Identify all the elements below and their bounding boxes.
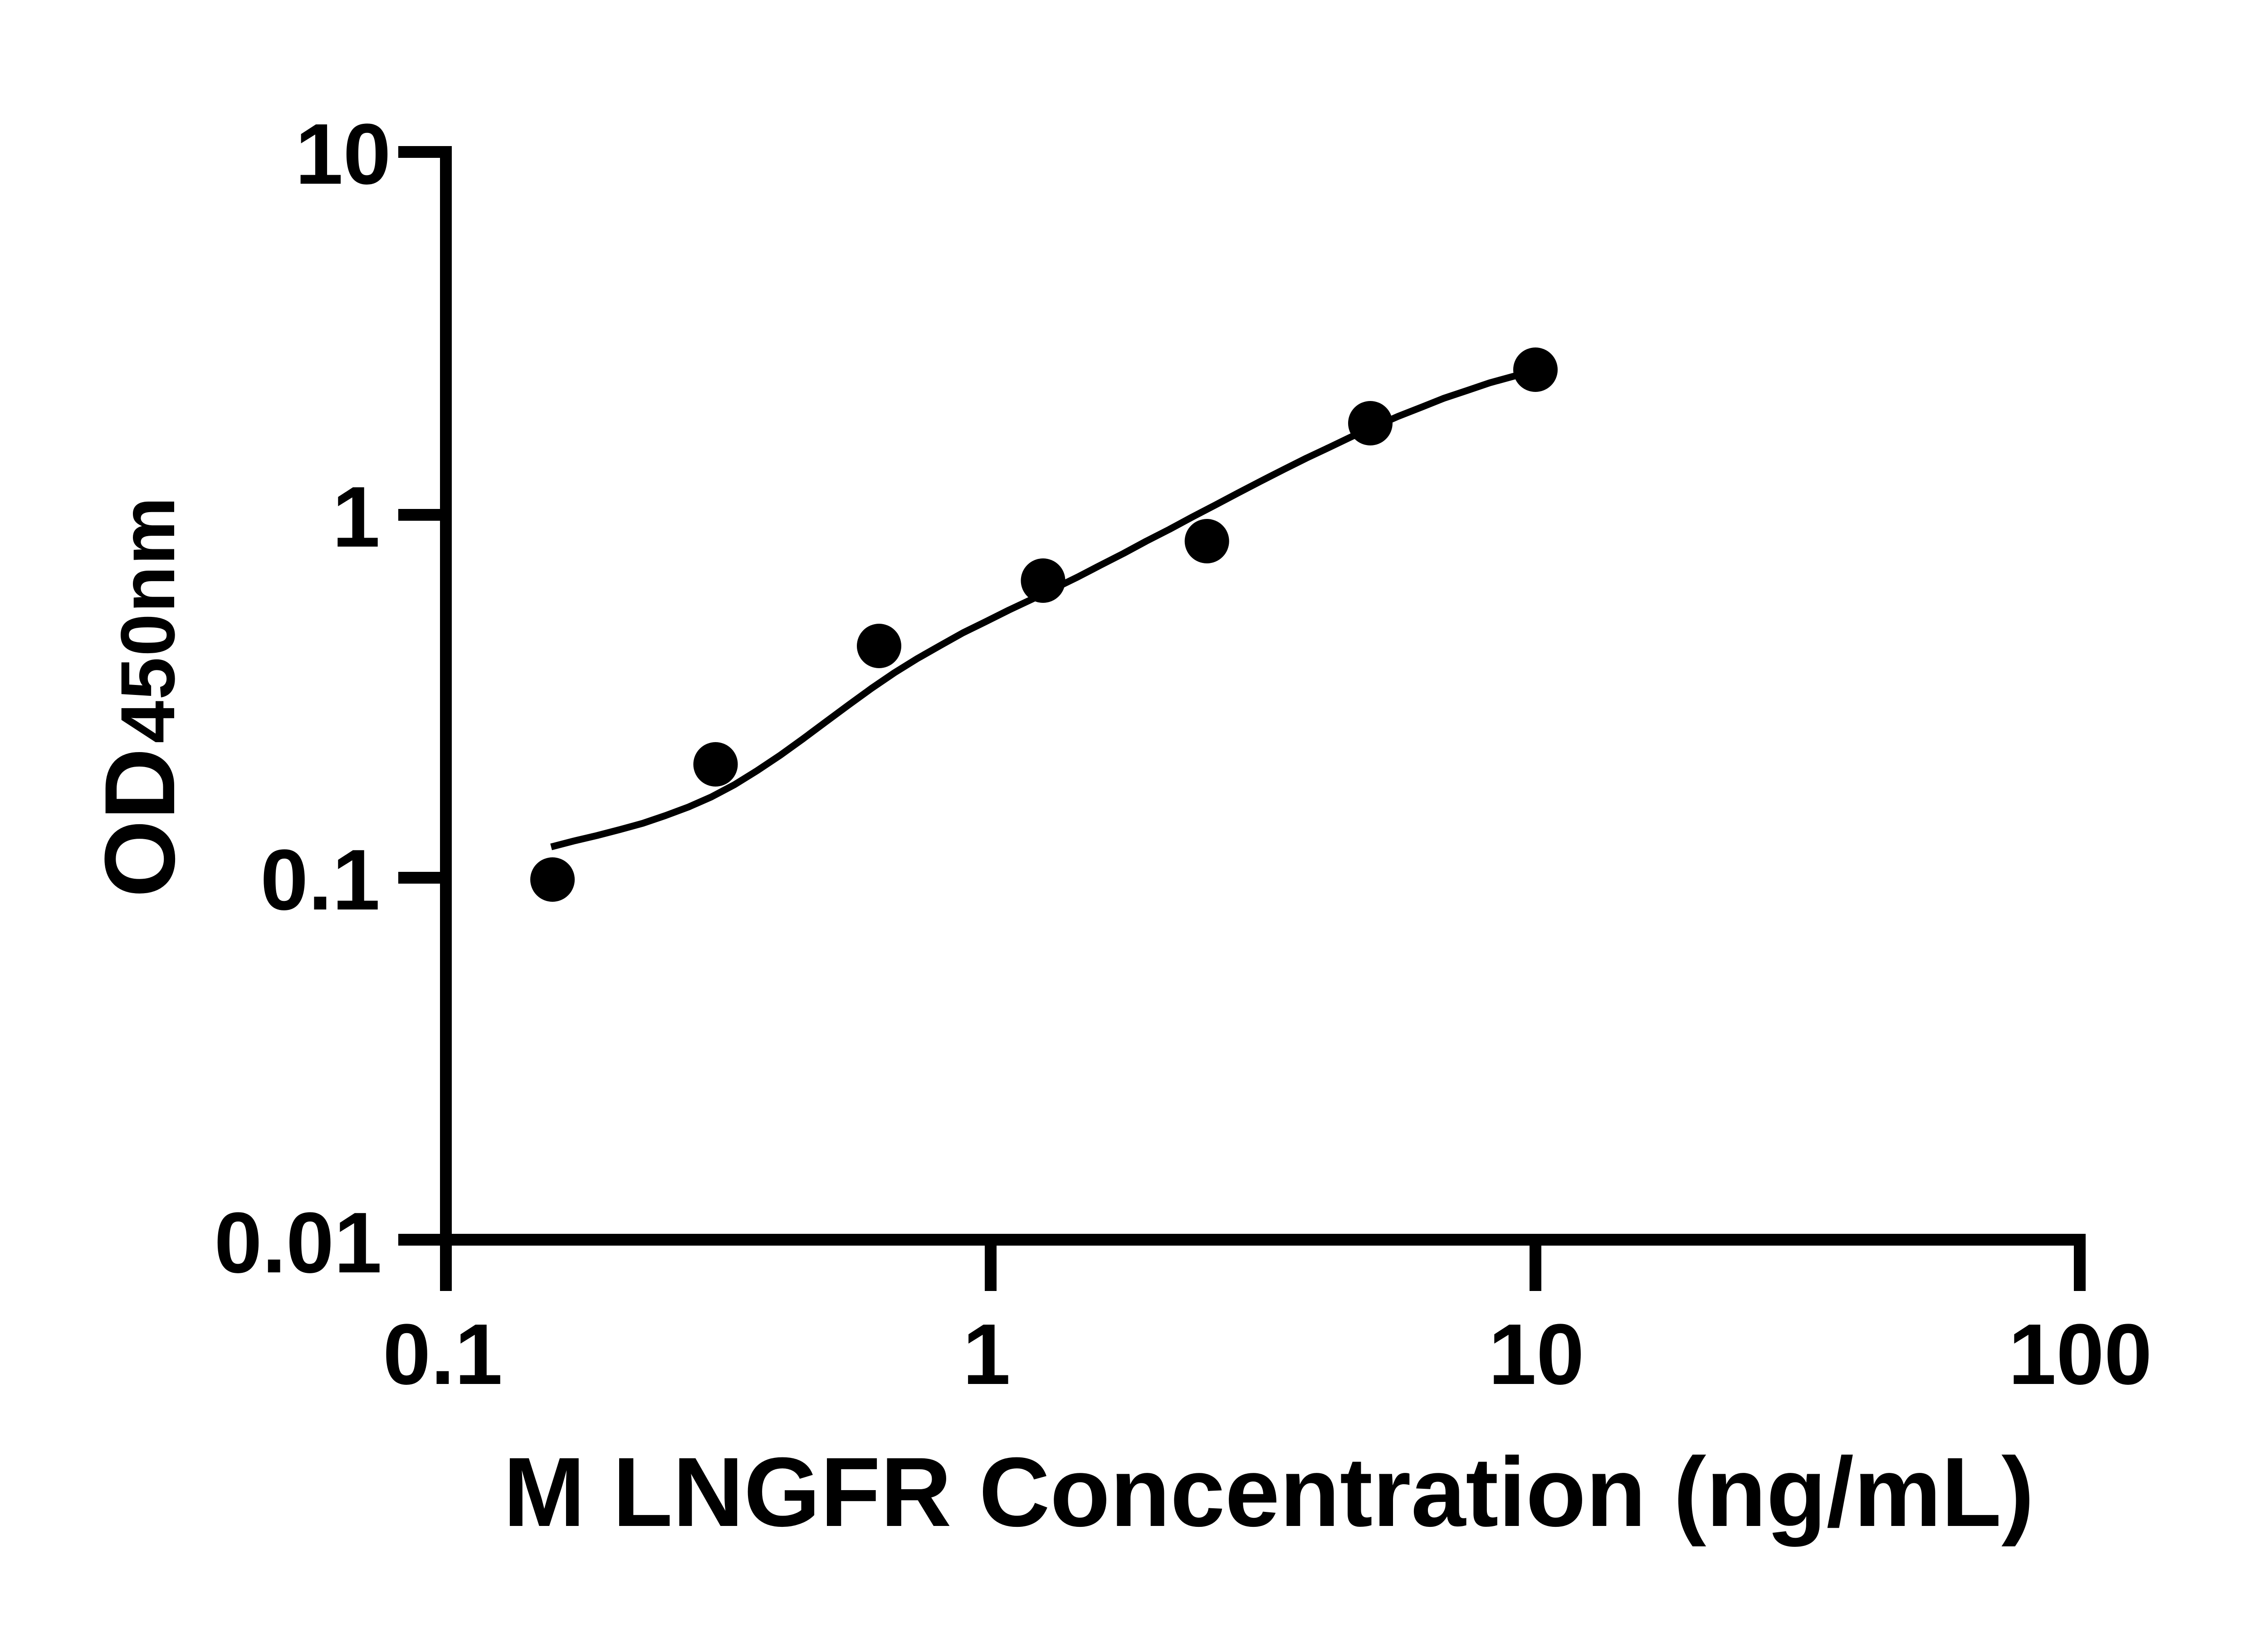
svg-text:0.1: 0.1 xyxy=(260,832,380,928)
svg-text:M LNGFR Concentration (ng/mL): M LNGFR Concentration (ng/mL) xyxy=(503,1437,2034,1547)
svg-text:0.1: 0.1 xyxy=(383,1306,503,1403)
svg-text:OD450nm: OD450nm xyxy=(84,496,196,897)
svg-text:100: 100 xyxy=(2008,1306,2152,1403)
svg-text:1: 1 xyxy=(332,469,380,565)
svg-text:0.01: 0.01 xyxy=(214,1195,382,1291)
svg-text:10: 10 xyxy=(295,106,391,202)
svg-text:10: 10 xyxy=(1488,1306,1584,1403)
svg-text:1: 1 xyxy=(963,1306,1011,1403)
